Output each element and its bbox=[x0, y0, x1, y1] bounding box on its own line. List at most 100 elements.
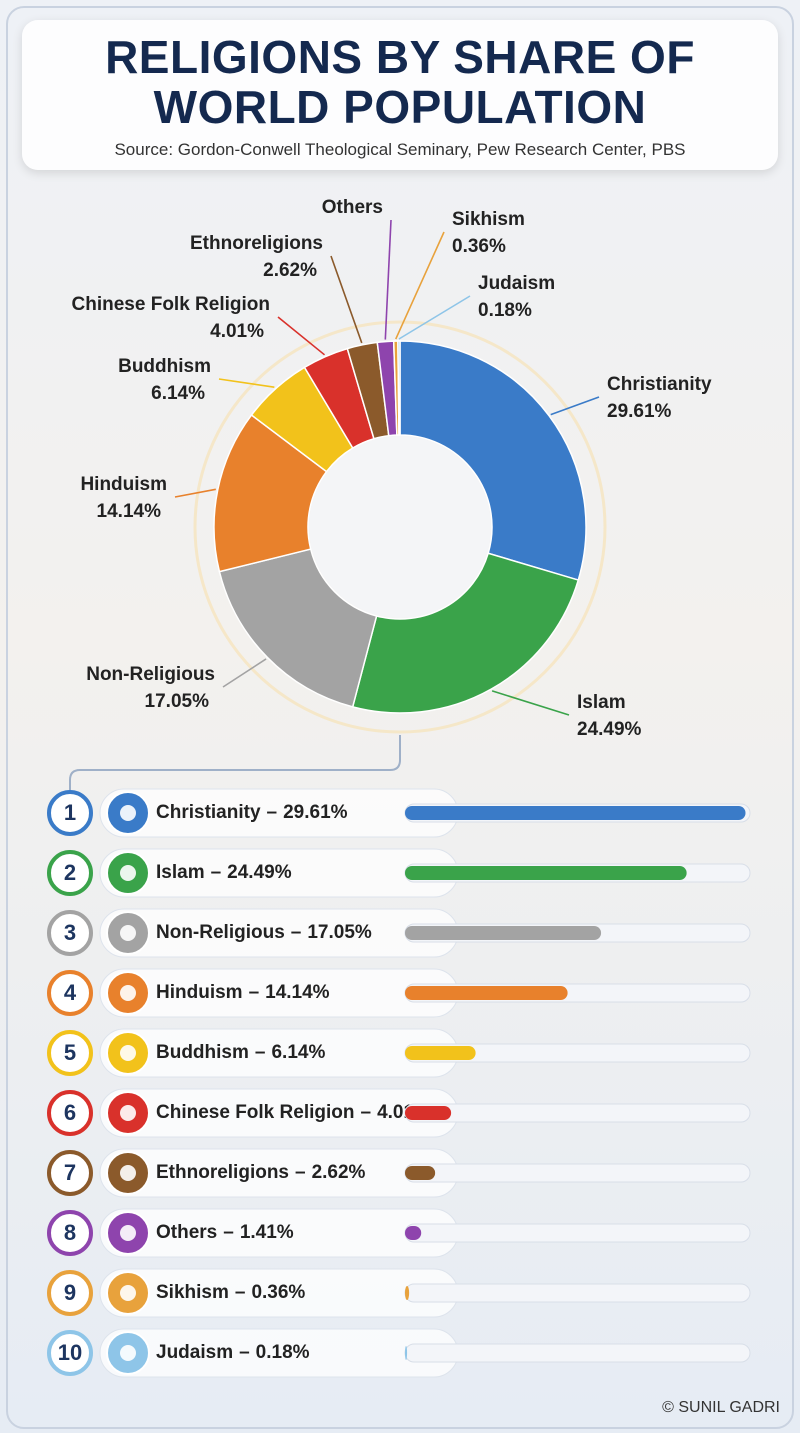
row-separator: – bbox=[223, 1222, 234, 1243]
row-label: Christianity –29.61% bbox=[156, 802, 348, 823]
icon-dot bbox=[120, 1105, 136, 1121]
leader-line bbox=[218, 378, 275, 388]
icon-dot bbox=[120, 1165, 136, 1181]
icon-dot bbox=[120, 805, 136, 821]
rank: 2 bbox=[64, 860, 76, 885]
icon-dot bbox=[120, 865, 136, 881]
slice-value: 0.18% bbox=[478, 300, 532, 321]
row-separator: – bbox=[360, 1102, 371, 1123]
donut-hole bbox=[309, 436, 491, 618]
slice-name: Judaism bbox=[478, 273, 555, 294]
row-separator: – bbox=[295, 1162, 306, 1183]
leader-line bbox=[384, 219, 392, 340]
slice-value: 4.01% bbox=[210, 321, 264, 342]
frame bbox=[6, 6, 794, 1429]
source: Source: Gordon-Conwell Theological Semin… bbox=[114, 140, 686, 159]
row-value: 1.41% bbox=[240, 1222, 294, 1243]
leader-line bbox=[277, 316, 326, 356]
row-name: Sikhism bbox=[156, 1282, 229, 1303]
donut-slice bbox=[399, 340, 587, 582]
row-label: Sikhism –0.36% bbox=[156, 1282, 305, 1303]
row-label: Islam –24.49% bbox=[156, 862, 292, 883]
slice-name: Ethnoreligions bbox=[190, 233, 323, 254]
row-label: Chinese Folk Religion –4.01% bbox=[156, 1102, 431, 1123]
bar-track bbox=[404, 1283, 751, 1303]
slice-value: 0.36% bbox=[452, 236, 506, 257]
connector bbox=[69, 735, 401, 790]
rank-badge bbox=[47, 1270, 93, 1316]
rank-badge bbox=[47, 910, 93, 956]
slice-value: 6.14% bbox=[151, 383, 205, 404]
leader-line bbox=[550, 396, 600, 416]
slice-name: Non-Religious bbox=[86, 664, 215, 685]
leader-line bbox=[398, 295, 471, 340]
donut-slice bbox=[397, 340, 401, 436]
row-value: 2.62% bbox=[312, 1162, 366, 1183]
bar-track bbox=[404, 1223, 751, 1243]
row-name: Christianity bbox=[156, 802, 261, 823]
row-name: Hinduism bbox=[156, 982, 243, 1003]
slice-value: 14.14% bbox=[97, 501, 162, 522]
row-label: Others –1.41% bbox=[156, 1222, 294, 1243]
slice-value: 17.05% bbox=[145, 691, 210, 712]
bar-track bbox=[404, 1343, 751, 1363]
slice-value: 2.62% bbox=[263, 260, 317, 281]
row-name: Buddhism bbox=[156, 1042, 249, 1063]
leader-line bbox=[395, 231, 445, 340]
bar-track bbox=[404, 1163, 751, 1183]
row-label: Buddhism –6.14% bbox=[156, 1042, 325, 1063]
slice-name: Hinduism bbox=[80, 474, 167, 495]
bar bbox=[405, 1346, 408, 1360]
leader-line bbox=[174, 488, 216, 498]
row-separator: – bbox=[211, 862, 222, 883]
bar bbox=[405, 1286, 410, 1300]
row-value: 6.14% bbox=[271, 1042, 325, 1063]
row-name: Non-Religious bbox=[156, 922, 285, 943]
slice-value: 24.49% bbox=[577, 719, 642, 740]
rank: 10 bbox=[58, 1340, 82, 1365]
rank-badge bbox=[47, 850, 93, 896]
row-separator: – bbox=[255, 1042, 266, 1063]
row-value: 0.18% bbox=[256, 1342, 310, 1363]
bar bbox=[405, 1226, 422, 1240]
bar bbox=[405, 1166, 436, 1180]
rank-badge bbox=[47, 1330, 93, 1376]
donut-slice bbox=[351, 552, 580, 714]
row-separator: – bbox=[249, 982, 260, 1003]
bar-track bbox=[404, 1103, 751, 1123]
row-card bbox=[99, 788, 459, 838]
row-value: 24.49% bbox=[227, 862, 292, 883]
rank: 4 bbox=[64, 980, 77, 1005]
row-separator: – bbox=[235, 1282, 246, 1303]
leader-line bbox=[222, 658, 267, 688]
bar bbox=[405, 1046, 476, 1060]
row-label: Hinduism –14.14% bbox=[156, 982, 330, 1003]
credit: © SUNIL GADRI bbox=[662, 1399, 780, 1416]
rank: 5 bbox=[64, 1040, 76, 1065]
icon-dot bbox=[120, 925, 136, 941]
bar bbox=[405, 806, 746, 820]
donut-slice bbox=[218, 548, 378, 708]
slice-name: Others bbox=[322, 197, 383, 218]
row-name: Ethnoreligions bbox=[156, 1162, 289, 1183]
leader-line bbox=[491, 690, 570, 716]
icon-dot bbox=[120, 1225, 136, 1241]
rank: 8 bbox=[64, 1220, 76, 1245]
rank-badge bbox=[47, 1150, 93, 1196]
header: RELIGIONS BY SHARE OF WORLD POPULATION S… bbox=[22, 20, 778, 170]
row-separator: – bbox=[267, 802, 278, 823]
icon-dot bbox=[120, 985, 136, 1001]
halo bbox=[193, 320, 607, 734]
rank: 1 bbox=[64, 800, 76, 825]
icon-dot bbox=[120, 1045, 136, 1061]
row-label: Ethnoreligions –2.62% bbox=[156, 1162, 366, 1183]
rank-badge bbox=[47, 970, 93, 1016]
slice-name: Sikhism bbox=[452, 209, 525, 230]
rank-badge bbox=[47, 1210, 93, 1256]
rank-badge bbox=[47, 1090, 93, 1136]
bar bbox=[405, 926, 602, 940]
icon-dot bbox=[120, 1285, 136, 1301]
icon-dot bbox=[120, 1345, 136, 1361]
